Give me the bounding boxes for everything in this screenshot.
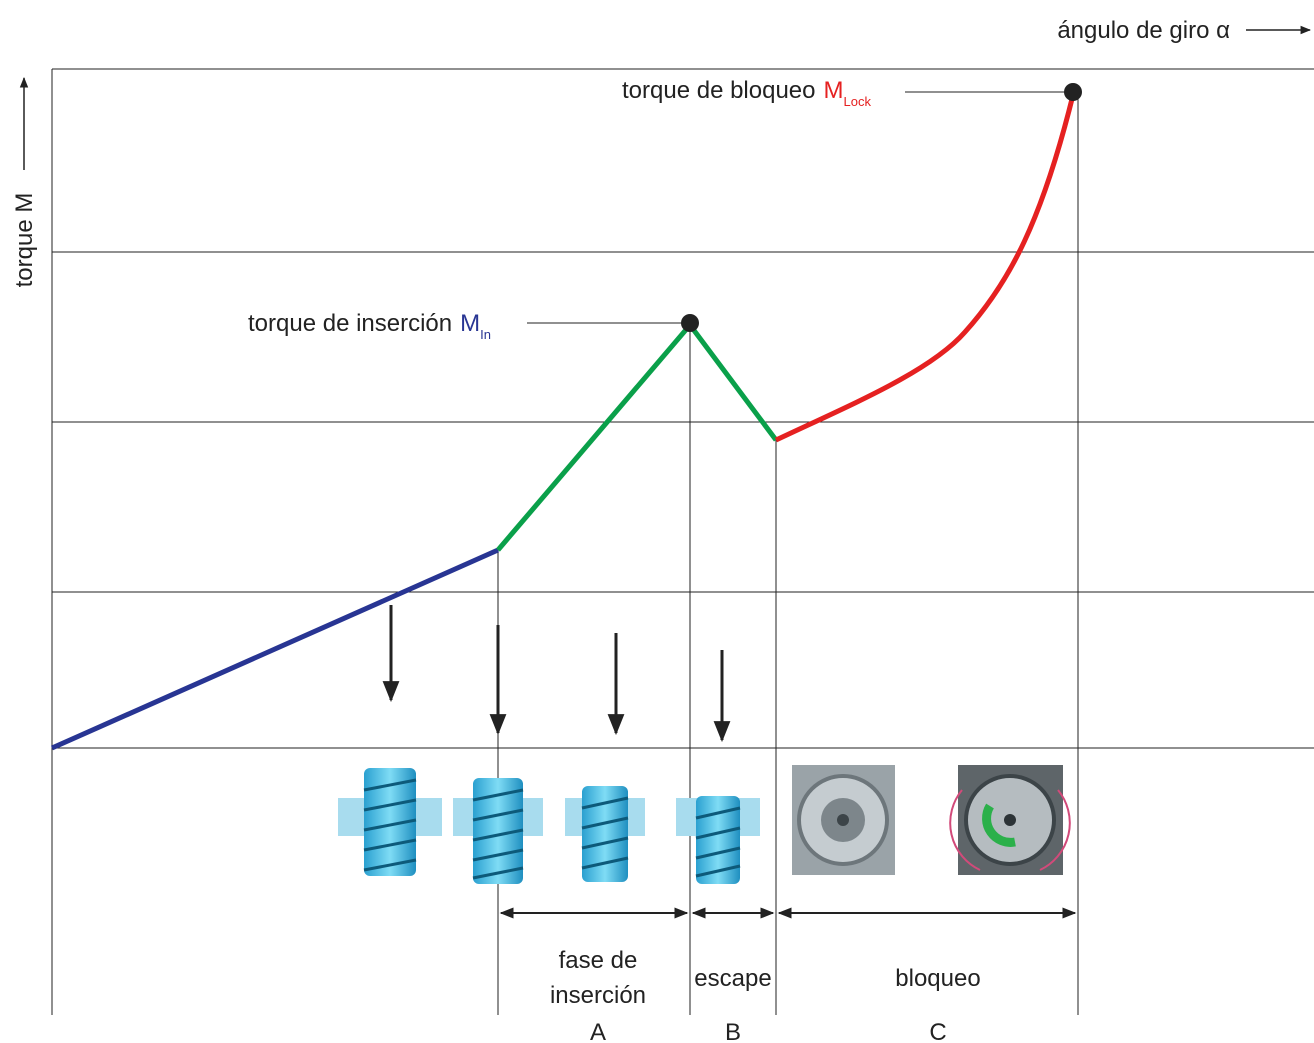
phase-label: bloqueo [895,965,980,992]
insertion-symbol: M [460,310,480,337]
grid [51,68,1314,1015]
screw-images [338,768,760,884]
curve-blue [50,547,500,751]
down-arrows [382,605,731,743]
point [1064,83,1082,101]
lock-images [792,765,1071,875]
phase-label: escape [694,965,771,992]
insertion-text: torque de inserción [248,310,452,337]
phase-label: fase de [559,947,638,974]
insertion-torque-label: torque de inserción MIn [248,310,491,342]
locking-subscript: Lock [844,94,872,109]
curve-red [774,94,1076,443]
phase-letter: A [590,1019,606,1043]
phase-letter: C [929,1019,946,1043]
curve-green [496,320,779,552]
locking-text: torque de bloqueo [622,77,816,104]
insertion-subscript: In [480,327,491,342]
locking-symbol: M [824,77,844,104]
locking-torque-label: torque de bloqueo MLock [622,77,871,109]
y-axis-label: torque M [11,193,38,288]
x-axis-label: ángulo de giro α [1057,17,1230,44]
phase-letter: B [725,1019,741,1043]
phase-label: inserción [550,982,646,1009]
point [681,314,699,332]
